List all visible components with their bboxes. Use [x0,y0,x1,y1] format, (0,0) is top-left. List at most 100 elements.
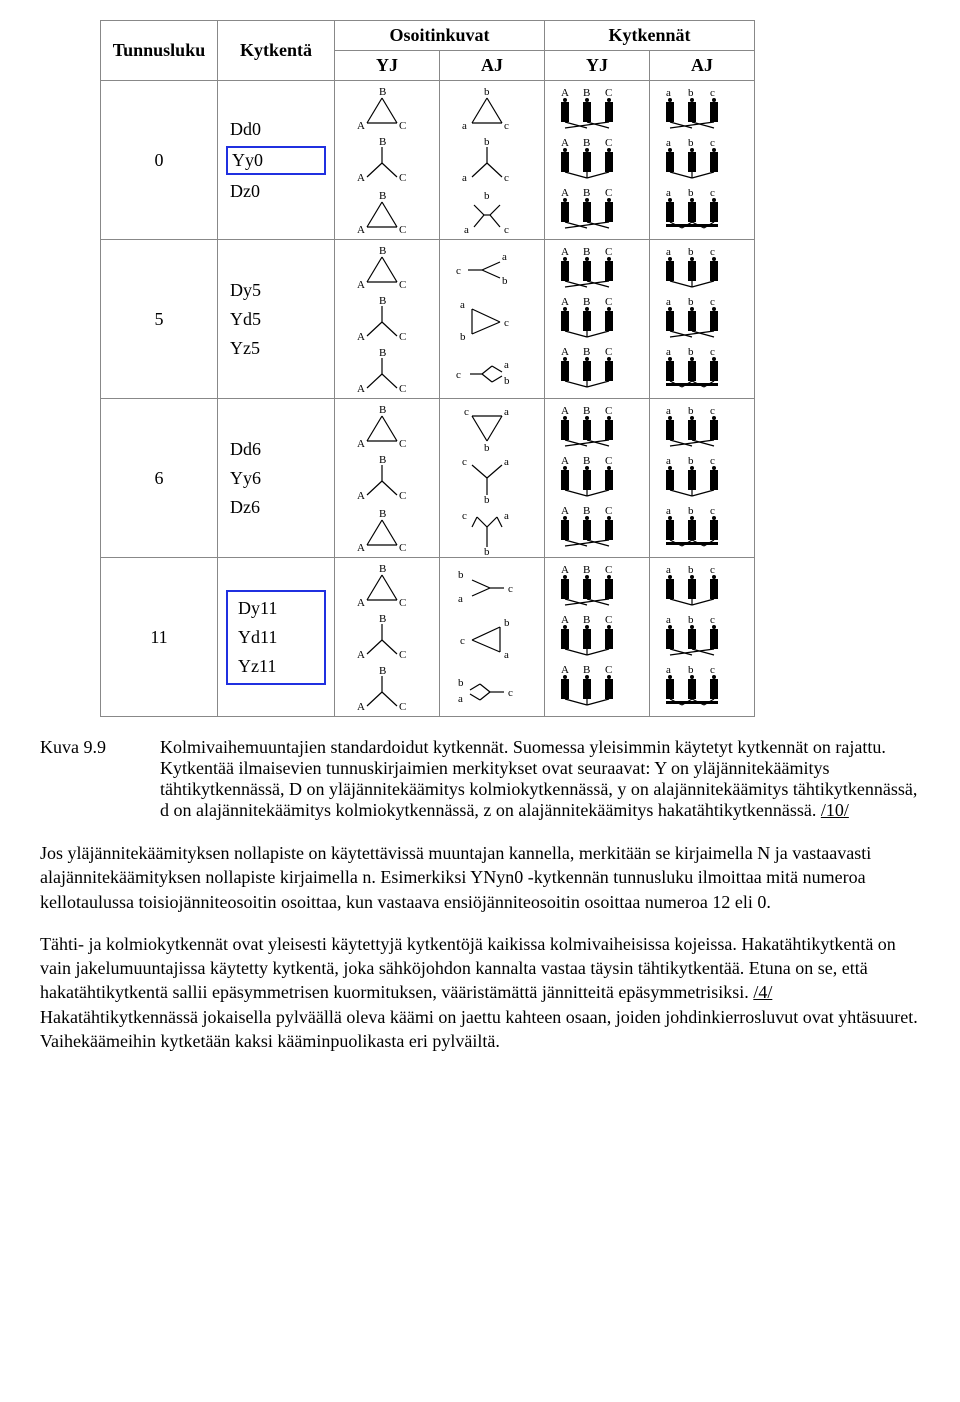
th-tunnusluku: Tunnusluku [101,21,218,81]
svg-text:C: C [605,614,612,626]
svg-text:A: A [357,383,365,395]
svg-text:B: B [379,295,386,307]
svg-text:c: c [710,455,715,467]
svg-text:A: A [561,87,569,99]
svg-text:C: C [605,564,612,576]
svg-text:a: a [666,137,671,149]
svg-text:A: A [561,614,569,626]
svg-text:C: C [399,172,406,184]
svg-text:b: b [484,86,490,98]
svg-text:c: c [710,87,715,99]
svg-text:A: A [357,701,365,713]
svg-text:c: c [710,137,715,149]
svg-text:b: b [688,664,694,676]
svg-text:a: a [462,172,467,184]
svg-text:c: c [710,296,715,308]
svg-text:c: c [710,664,715,676]
tunnusluku-cell: 6 [101,399,218,558]
th-osoitinkuvat: Osoitinkuvat [335,21,545,51]
phasor-yj: ABCABCABC [335,558,440,717]
svg-text:c: c [710,564,715,576]
svg-text:a: a [458,693,463,705]
svg-text:b: b [688,505,694,517]
svg-text:A: A [561,296,569,308]
svg-text:C: C [399,279,406,291]
svg-text:C: C [399,438,406,450]
kytkenta-label: Yz5 [226,336,326,361]
th-o-aj: AJ [440,51,545,81]
kytkenta-label: Dy5 [226,278,326,303]
svg-text:b: b [504,617,510,629]
svg-text:A: A [561,346,569,358]
tunnusluku-cell: 0 [101,81,218,240]
svg-text:C: C [605,405,612,417]
kytkenta-label: Dz0 [226,179,326,204]
svg-text:b: b [502,275,508,287]
kytkenta-label: Dz6 [226,495,326,520]
svg-text:B: B [379,665,386,677]
para-1: Jos yläjännitekäämityksen nollapiste on … [40,841,920,914]
para2-ref-link[interactable]: /4/ [753,982,772,1002]
winding-yj: ABCABCABC [545,240,650,399]
svg-text:a: a [666,246,671,258]
svg-text:A: A [561,505,569,517]
kytkenta-cell: Dd6 Yy6 Dz6 [218,399,335,558]
th-k-aj: AJ [650,51,755,81]
svg-text:C: C [605,346,612,358]
svg-text:a: a [504,510,509,522]
svg-text:B: B [379,245,386,257]
kytkenta-label: Yy6 [226,466,326,491]
svg-text:B: B [583,187,590,199]
svg-text:b: b [458,569,464,581]
svg-text:a: a [504,406,509,418]
caption-ref-link[interactable]: /10/ [821,800,849,820]
svg-text:A: A [561,455,569,467]
svg-text:A: A [357,597,365,609]
svg-text:a: a [666,405,671,417]
para-2: Tähti- ja kolmiokytkennät ovat yleisesti… [40,932,920,1053]
svg-text:C: C [399,649,406,661]
svg-text:c: c [504,224,509,236]
svg-text:c: c [504,172,509,184]
svg-text:A: A [357,438,365,450]
svg-text:b: b [688,455,694,467]
svg-text:b: b [688,246,694,258]
svg-text:a: a [458,593,463,605]
phasor-aj: abcabcabc [440,81,545,240]
svg-text:B: B [379,613,386,625]
svg-text:a: a [502,251,507,263]
svg-text:a: a [666,87,671,99]
svg-text:a: a [666,505,671,517]
svg-text:C: C [605,455,612,467]
tunnusluku-cell: 5 [101,240,218,399]
svg-text:b: b [688,187,694,199]
svg-text:a: a [666,187,671,199]
svg-text:B: B [583,564,590,576]
svg-text:c: c [710,505,715,517]
svg-text:A: A [561,246,569,258]
kytkenta-label: Dd6 [226,437,326,462]
svg-text:B: B [379,136,386,148]
svg-text:C: C [605,87,612,99]
th-o-yj: YJ [335,51,440,81]
svg-text:b: b [688,405,694,417]
kytkenta-cell: Dy5Yd5Yz5 [218,240,335,399]
svg-text:A: A [357,331,365,343]
svg-text:A: A [561,564,569,576]
svg-text:a: a [666,564,671,576]
svg-text:B: B [583,87,590,99]
caption-body: Kolmivaihemuuntajien standardoidut kytke… [160,737,917,820]
svg-text:a: a [666,296,671,308]
svg-text:b: b [484,494,490,503]
svg-text:C: C [605,137,612,149]
svg-text:A: A [561,187,569,199]
kytkenta-label: Yd11 [234,625,318,650]
svg-text:C: C [399,701,406,713]
phasor-aj: abcabcabc [440,240,545,399]
svg-text:B: B [379,190,386,202]
svg-text:B: B [379,508,386,520]
svg-text:C: C [399,490,406,502]
svg-text:a: a [504,359,509,371]
figure-caption: Kuva 9.9 Kolmivaihemuuntajien standardoi… [40,737,920,821]
svg-text:c: c [710,246,715,258]
